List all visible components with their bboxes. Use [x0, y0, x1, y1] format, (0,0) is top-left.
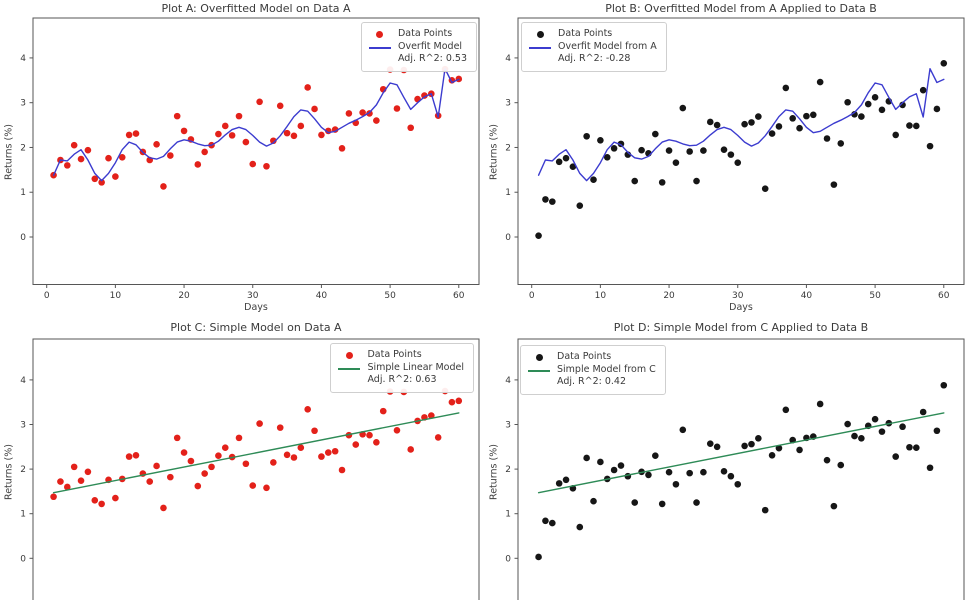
plot-c: 0 1 2 3 4 Plot C: Simple Model on Data A Ret…: [0, 300, 485, 600]
svg-text:4: 4: [20, 54, 26, 64]
legend-entry: Overfit Model from A Adj. R^2: -0.28: [529, 41, 657, 66]
svg-text:20: 20: [663, 291, 675, 300]
svg-text:30: 30: [732, 291, 744, 300]
svg-text:0: 0: [505, 554, 511, 564]
svg-text:4: 4: [505, 376, 511, 386]
plot-d-canvas: 0 1 2 3 4: [505, 338, 965, 600]
svg-text:4: 4: [20, 376, 26, 386]
plot-b-x-axis-label: Days: [729, 302, 753, 313]
model-line-marker-icon: [338, 367, 361, 370]
legend-label: Simple Linear Model: [367, 361, 464, 373]
plot-c-y-axis-label: Returns (%): [3, 444, 15, 500]
data-points-marker-icon: [536, 30, 544, 38]
plot-a-title: Plot A: Overfitted Model on Data A: [161, 2, 351, 15]
legend-sublabel: Adj. R^2: 0.42: [557, 376, 627, 388]
plot-c-canvas: 0 1 2 3 4: [20, 338, 480, 600]
svg-text:2: 2: [505, 143, 511, 153]
svg-text:3: 3: [505, 99, 511, 109]
plot-d-y-axis-label: Returns (%): [488, 444, 500, 500]
data-points-marker-icon: [535, 353, 543, 361]
legend-entry: Data Points: [529, 28, 657, 41]
data-points-marker-icon: [376, 30, 384, 38]
svg-text:4: 4: [505, 54, 511, 64]
svg-text:1: 1: [20, 510, 26, 520]
legend-sublabel: Adj. R^2: 0.53: [397, 53, 467, 65]
svg-text:0: 0: [20, 554, 26, 564]
plot-b-y-axis-label: Returns (%): [488, 124, 500, 180]
svg-text:0: 0: [529, 291, 535, 300]
svg-text:40: 40: [801, 291, 813, 300]
model-line-marker-icon: [368, 46, 391, 49]
plot-b-legend: Data Points Overfit Model from A Adj. R^…: [521, 22, 667, 73]
svg-text:10: 10: [595, 291, 607, 300]
plot-c-legend: Data Points Simple Linear Model Adj. R^2…: [330, 343, 474, 394]
plot-a-y-axis-label: Returns (%): [3, 124, 15, 180]
legend-label: Data Points: [397, 28, 453, 39]
legend-entry: Data Points: [528, 351, 656, 364]
legend-entry: Simple Linear Model Adj. R^2: 0.63: [338, 362, 464, 387]
legend-entry: Simple Model from C Adj. R^2: 0.42: [528, 364, 656, 389]
svg-text:60: 60: [453, 291, 465, 300]
plot-b: 0 1 2 3 4 0 10 20 30 40 50 60 Plot B: Overfitted Mo…: [485, 0, 970, 313]
svg-text:60: 60: [938, 291, 950, 300]
svg-text:1: 1: [505, 510, 511, 520]
svg-text:0: 0: [20, 233, 26, 243]
legend-entry: Overfit Model Adj. R^2: 0.53: [368, 40, 467, 66]
plot-d: 0 1 2 3 4 Plot D: Simple Model from C Applie…: [485, 300, 970, 600]
svg-text:10: 10: [110, 291, 122, 300]
svg-text:40: 40: [316, 291, 328, 300]
svg-text:0: 0: [44, 291, 50, 300]
legend-label: Data Points: [557, 351, 612, 362]
plot-c-title: Plot C: Simple Model on Data A: [170, 321, 342, 334]
svg-text:2: 2: [20, 465, 26, 475]
legend-entry: Data Points: [369, 28, 467, 41]
plot-a-x-axis-label: Days: [244, 302, 268, 313]
svg-text:3: 3: [505, 421, 511, 431]
svg-text:50: 50: [869, 291, 881, 300]
plot-b-title: Plot B: Overfitted Model from A Applied …: [605, 2, 877, 15]
svg-text:50: 50: [384, 291, 396, 300]
legend-sublabel: Adj. R^2: -0.28: [558, 53, 631, 65]
legend-label: Data Points: [367, 349, 422, 360]
legend-label: Data Points: [558, 28, 613, 39]
svg-text:3: 3: [20, 421, 26, 431]
model-line-marker-icon: [528, 369, 550, 372]
plot-d-title: Plot D: Simple Model from C Applied to D…: [613, 321, 869, 334]
svg-text:3: 3: [20, 99, 26, 109]
svg-text:1: 1: [505, 188, 511, 198]
data-points-marker-icon: [345, 351, 353, 359]
plot-a: 0 1 2 3 4 0 10 20 30 40 50 60 Plot A: Overfitted Mo…: [0, 0, 485, 313]
svg-text:2: 2: [505, 465, 511, 475]
legend-sublabel: Adj. R^2: 0.63: [367, 374, 437, 386]
svg-text:20: 20: [178, 291, 190, 300]
plot-a-legend: Data Points Overfit Model Adj. R^2: 0.53: [360, 22, 477, 73]
legend-label: Simple Model from C: [557, 363, 656, 375]
legend-label: Overfit Model from A: [558, 40, 657, 52]
legend-entry: Data Points: [338, 349, 464, 362]
svg-text:30: 30: [247, 291, 259, 300]
legend-label: Overfit Model: [397, 40, 463, 52]
model-line-marker-icon: [529, 46, 551, 49]
svg-text:0: 0: [505, 233, 511, 243]
svg-text:2: 2: [20, 143, 26, 153]
plot-d-legend: Data Points Simple Model from C Adj. R^2…: [520, 345, 666, 396]
svg-text:1: 1: [20, 188, 26, 198]
